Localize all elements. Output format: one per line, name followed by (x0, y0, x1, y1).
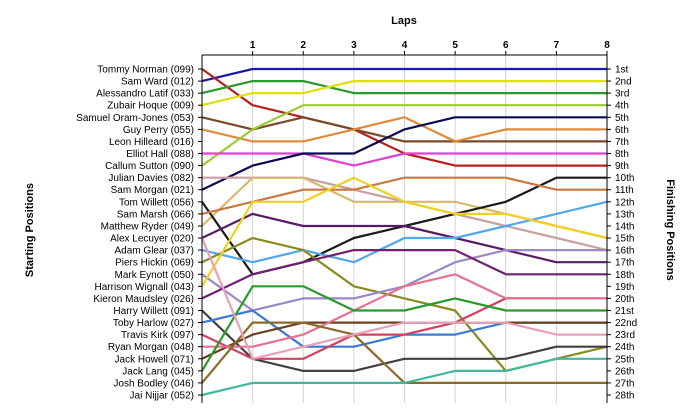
series-line-20 (201, 309, 607, 372)
x-tick-label: 1 (250, 40, 256, 51)
finish-label: 22nd (615, 318, 637, 329)
start-label: Zubair Hoque (009) (107, 101, 194, 112)
finish-label: 19th (615, 282, 634, 293)
series-line-7 (201, 104, 607, 167)
start-label: Jack Howell (071) (115, 354, 194, 365)
finish-label: 15th (615, 234, 634, 245)
finish-label: 25th (615, 354, 634, 365)
finish-label: 27th (615, 378, 634, 389)
finish-label: 11th (615, 185, 634, 196)
start-label: Toby Harlow (027) (113, 318, 194, 329)
finish-label: 9th (615, 161, 629, 172)
start-label: Tommy Norman (099) (97, 65, 194, 76)
start-label: Guy Perry (055) (123, 125, 194, 136)
series-line-18 (201, 249, 607, 300)
finish-label: 13th (615, 209, 634, 220)
grid-lines (252, 55, 608, 403)
series-line-25 (201, 285, 607, 372)
finish-label: 12th (615, 197, 634, 208)
start-label: Adam Glear (037) (115, 246, 194, 257)
start-label: Tom Willett (056) (119, 197, 194, 208)
finish-label: 21st (615, 306, 634, 317)
start-label: Josh Bodley (046) (113, 378, 194, 389)
start-label: Sam Marsh (066) (117, 209, 194, 220)
x-tick-label: 3 (351, 40, 357, 51)
start-label: Jai Nijjar (052) (130, 391, 194, 402)
labels: 1 2 3 4 5 6 7 8 Tommy Norman (099)Sam Ward (012)… (76, 40, 637, 402)
finish-label: 6th (615, 125, 629, 136)
start-label: Jack Lang (045) (122, 366, 194, 377)
axes (198, 51, 611, 403)
start-label: Alessandro Latif (033) (96, 89, 194, 100)
series-line-8 (202, 152, 607, 167)
start-label: Harrison Wignall (043) (95, 282, 194, 293)
finish-label: 28th (615, 391, 634, 402)
series-line-9 (201, 116, 607, 191)
finish-label: 18th (615, 270, 634, 281)
finish-label: 7th (615, 137, 629, 148)
series-line-15 (201, 200, 608, 264)
start-label: Leon Hilleard (016) (109, 137, 194, 148)
x-tick-label: 7 (554, 40, 560, 51)
finish-label: 26th (615, 366, 634, 377)
start-label: Julian Davies (082) (108, 173, 194, 184)
x-tick-label: 2 (300, 40, 306, 51)
series-line-19 (201, 176, 608, 287)
start-label: Ryan Morgan (048) (108, 342, 194, 353)
x-tick-label: 5 (452, 40, 458, 51)
finish-label: 5th (615, 113, 629, 124)
start-label: Travis Kirk (097) (121, 330, 194, 341)
start-label: Sam Morgan (021) (111, 185, 194, 196)
start-label: Kieron Maudsley (026) (93, 294, 194, 305)
series-lines (200, 67, 608, 397)
finish-label: 17th (615, 258, 634, 269)
start-label: Elliot Hall (088) (126, 149, 194, 160)
start-label: Alex Lecuyer (020) (110, 234, 194, 245)
finish-label: 2nd (615, 77, 632, 88)
y-axis-label-right: Finishing Positions (664, 179, 676, 280)
chart-title: Laps (391, 15, 417, 27)
finish-label: 24th (615, 342, 634, 353)
finish-label: 1st (615, 65, 629, 76)
series-line-5 (201, 116, 607, 143)
start-label: Samuel Oram-Jones (053) (76, 113, 194, 124)
finish-label: 10th (615, 173, 634, 184)
start-label: Sam Ward (012) (121, 77, 194, 88)
start-label: Callum Sutton (090) (105, 161, 194, 172)
series-line-3 (201, 79, 607, 95)
finish-label: 14th (615, 221, 634, 232)
series-line-13 (201, 176, 607, 215)
series-line-27 (201, 357, 607, 397)
finish-label: 23rd (615, 330, 635, 341)
series-line-28 (200, 237, 607, 360)
finish-label: 16th (615, 246, 634, 257)
finish-label: 20th (615, 294, 634, 305)
x-tick-label: 4 (402, 40, 408, 51)
start-label: Harry Willett (091) (113, 306, 194, 317)
finish-label: 4th (615, 101, 629, 112)
series-line-24 (202, 273, 607, 348)
finish-label: 8th (615, 149, 629, 160)
start-label: Piers Hickin (069) (115, 258, 194, 269)
series-line-4 (201, 79, 607, 107)
series-line-1 (201, 67, 607, 83)
finish-label: 3rd (615, 89, 629, 100)
x-tick-label: 6 (503, 40, 509, 51)
start-label: Matthew Ryder (049) (101, 221, 194, 232)
x-tick-label: 8 (604, 40, 610, 51)
series-line-14 (201, 212, 607, 264)
start-label: Mark Eynott (050) (115, 270, 194, 281)
series-line-6 (201, 116, 607, 143)
y-axis-label-left: Starting Positions (24, 183, 36, 277)
